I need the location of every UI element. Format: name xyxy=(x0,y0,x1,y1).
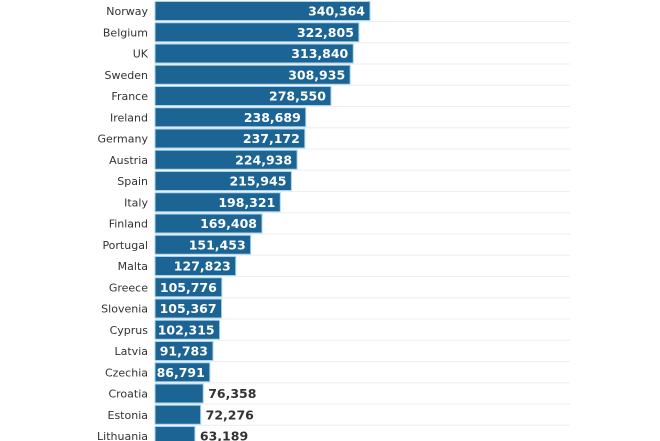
category-label: Germany xyxy=(97,133,148,146)
category-label: UK xyxy=(133,48,149,61)
category-label: Portugal xyxy=(102,239,148,252)
category-label: Norway xyxy=(106,5,148,18)
data-label: 308,935 xyxy=(288,67,345,82)
bar-ireland xyxy=(154,107,307,128)
data-label: 238,689 xyxy=(244,110,301,125)
data-label: 63,189 xyxy=(200,429,248,441)
category-label: Estonia xyxy=(108,409,149,422)
category-label: Croatia xyxy=(108,388,148,401)
category-label: Sweden xyxy=(105,69,148,82)
category-label: Czechia xyxy=(105,366,148,379)
bar-france xyxy=(154,86,332,106)
data-label: 278,550 xyxy=(269,89,326,104)
bar-norway xyxy=(154,1,371,21)
data-label: 127,823 xyxy=(174,259,231,274)
data-label: 322,805 xyxy=(297,25,354,40)
data-label: 72,276 xyxy=(206,407,255,422)
bar-latvia xyxy=(154,341,214,361)
category-label: Greece xyxy=(109,281,148,294)
bar-estonia xyxy=(154,404,202,425)
data-label: 105,776 xyxy=(160,280,217,295)
category-label: Malta xyxy=(118,260,148,273)
bar-slovenia xyxy=(154,298,223,319)
bar-italy xyxy=(154,192,281,213)
data-label: 340,364 xyxy=(308,4,365,19)
data-label: 224,938 xyxy=(235,152,292,167)
bar-sweden xyxy=(154,64,351,85)
category-label: Austria xyxy=(109,154,148,167)
category-label: France xyxy=(111,90,148,103)
data-label: 169,408 xyxy=(200,216,257,231)
data-label: 151,453 xyxy=(189,237,246,252)
category-label: Slovenia xyxy=(101,303,148,316)
bar-finland xyxy=(154,213,263,234)
data-label: 198,321 xyxy=(218,195,275,210)
bar-belgium xyxy=(154,22,360,43)
bar-malta xyxy=(154,256,237,276)
category-label: Spain xyxy=(117,175,148,188)
bar-croatia xyxy=(154,383,204,404)
bar-germany xyxy=(154,128,306,149)
bar-spain xyxy=(154,171,292,191)
data-label: 237,172 xyxy=(243,131,300,146)
bar-czechia xyxy=(154,362,211,383)
category-label: Lithuania xyxy=(97,430,148,441)
category-label: Latvia xyxy=(115,345,149,358)
category-label: Italy xyxy=(124,196,148,209)
data-label: 76,358 xyxy=(208,386,256,401)
data-label: 86,791 xyxy=(157,365,205,380)
bar-portugal xyxy=(154,234,252,255)
bar-greece xyxy=(154,277,223,298)
bar-lithuania xyxy=(154,426,196,441)
category-label: Cyprus xyxy=(110,324,149,337)
bar-cyprus xyxy=(154,319,221,340)
data-label: 215,945 xyxy=(229,174,286,189)
data-label: 91,783 xyxy=(160,344,208,359)
data-label: 102,315 xyxy=(158,322,215,337)
bar-uk xyxy=(154,43,354,64)
bar-austria xyxy=(154,149,298,170)
data-label: 105,367 xyxy=(160,301,217,316)
data-label: 313,840 xyxy=(291,46,348,61)
category-label: Ireland xyxy=(110,111,148,124)
category-label: Belgium xyxy=(103,26,148,39)
category-label: Finland xyxy=(109,218,148,231)
